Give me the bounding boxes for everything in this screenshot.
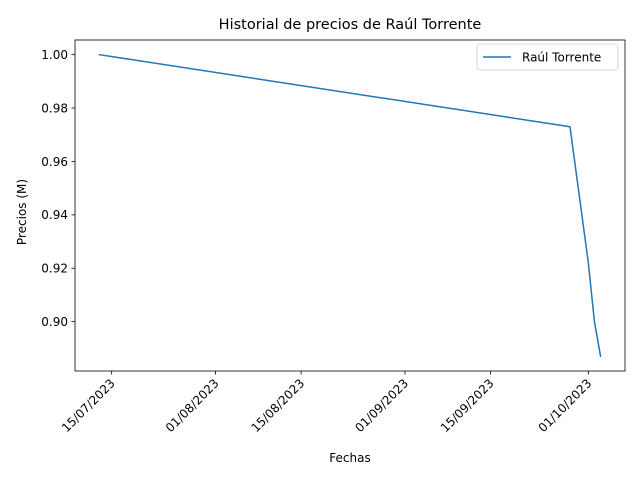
x-tick-label-3: 01/09/2023 (352, 376, 411, 435)
y-tick-label-0: 0.90 (41, 315, 68, 329)
y-axis-label: Precios (M) (15, 179, 29, 245)
y-tick-label-5: 1.00 (41, 48, 68, 62)
axes-frame (74, 39, 626, 372)
y-tick-label-3: 0.96 (41, 155, 68, 169)
x-tick-label-1: 01/08/2023 (163, 376, 222, 435)
x-tick-label-0: 15/07/2023 (59, 376, 118, 435)
x-tick-label-5: 01/10/2023 (536, 376, 595, 435)
x-axis-label: Fechas (329, 451, 370, 465)
legend-box (476, 43, 619, 71)
y-tick-label-4: 0.98 (41, 101, 68, 115)
plot-area: 15/07/2023 01/08/2023 15/08/2023 01/09/2023… (41, 39, 626, 435)
legend: Raúl Torrente (476, 43, 619, 71)
x-tick-label-2: 15/08/2023 (248, 376, 307, 435)
series-line-0 (98, 53, 602, 358)
legend-label-0: Raúl Torrente (522, 50, 601, 64)
y-tick-label-1: 0.92 (41, 262, 68, 276)
chart-title: Historial de precios de Raúl Torrente (219, 17, 482, 33)
x-tick-label-4: 15/09/2023 (438, 376, 497, 435)
y-tick-label-2: 0.94 (41, 208, 68, 222)
